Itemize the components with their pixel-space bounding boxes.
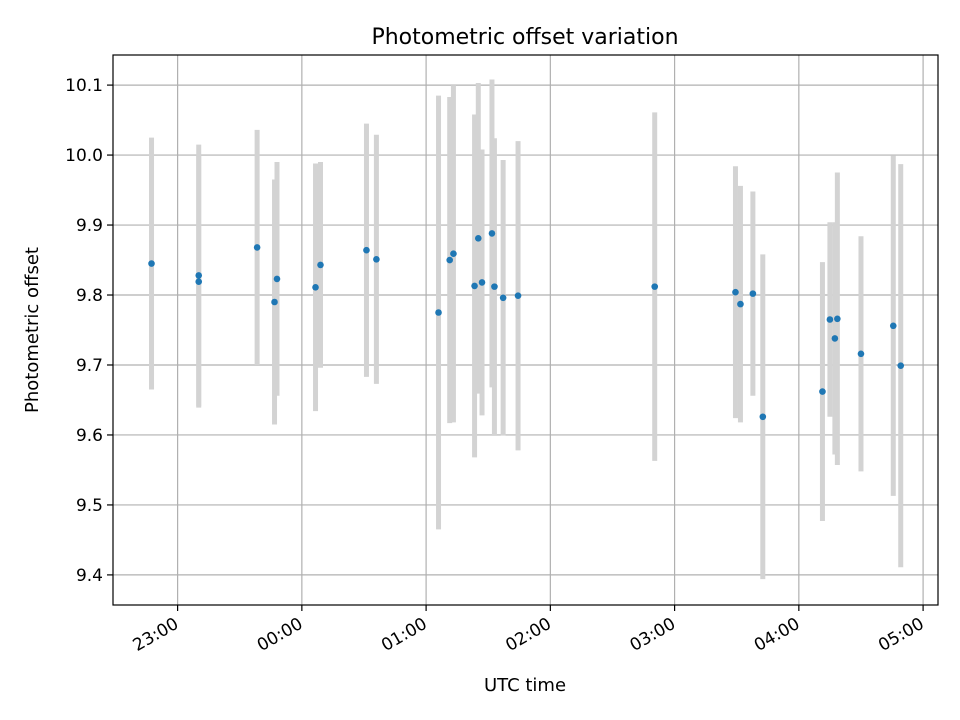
data-point <box>749 290 757 297</box>
data-point <box>435 309 442 316</box>
x-axis-label: UTC time <box>484 675 566 696</box>
data-point <box>273 275 281 283</box>
data-points <box>148 230 905 421</box>
y-tick-label: 9.6 <box>76 426 103 446</box>
data-point <box>514 292 522 300</box>
data-point <box>317 261 324 269</box>
data-point <box>195 278 203 286</box>
data-point <box>857 350 865 358</box>
data-point <box>499 294 507 302</box>
data-point <box>491 283 498 290</box>
data-point <box>474 235 482 242</box>
grid <box>113 55 938 605</box>
data-point <box>826 316 834 323</box>
data-point <box>897 362 905 369</box>
y-tick-label: 10.1 <box>65 76 103 96</box>
data-point <box>834 315 841 323</box>
data-point <box>831 335 839 342</box>
y-tick-label: 9.8 <box>76 286 103 306</box>
data-point <box>253 244 261 251</box>
y-axis-label: Photometric offset <box>22 247 43 413</box>
data-point <box>446 256 454 264</box>
plot-frame <box>112 54 939 606</box>
data-point <box>312 284 319 291</box>
data-point <box>450 250 457 258</box>
y-tick-label: 9.9 <box>76 216 103 236</box>
data-point <box>148 260 155 267</box>
data-point <box>488 230 496 237</box>
data-point <box>471 282 478 290</box>
data-point <box>737 300 744 308</box>
data-point <box>759 413 767 421</box>
y-tick-label: 9.5 <box>76 496 103 516</box>
data-point <box>363 246 370 254</box>
data-point <box>271 298 278 306</box>
data-point <box>889 322 897 330</box>
chart-title: Photometric offset variation <box>371 25 678 50</box>
data-point <box>478 279 486 286</box>
data-point <box>651 283 659 290</box>
y-tick-label: 9.4 <box>76 566 103 586</box>
data-point <box>373 256 380 263</box>
y-tick-label: 10.0 <box>65 146 103 166</box>
data-point <box>819 388 826 395</box>
data-point <box>195 272 203 279</box>
y-tick-label: 9.7 <box>76 356 103 376</box>
data-point <box>732 288 739 296</box>
